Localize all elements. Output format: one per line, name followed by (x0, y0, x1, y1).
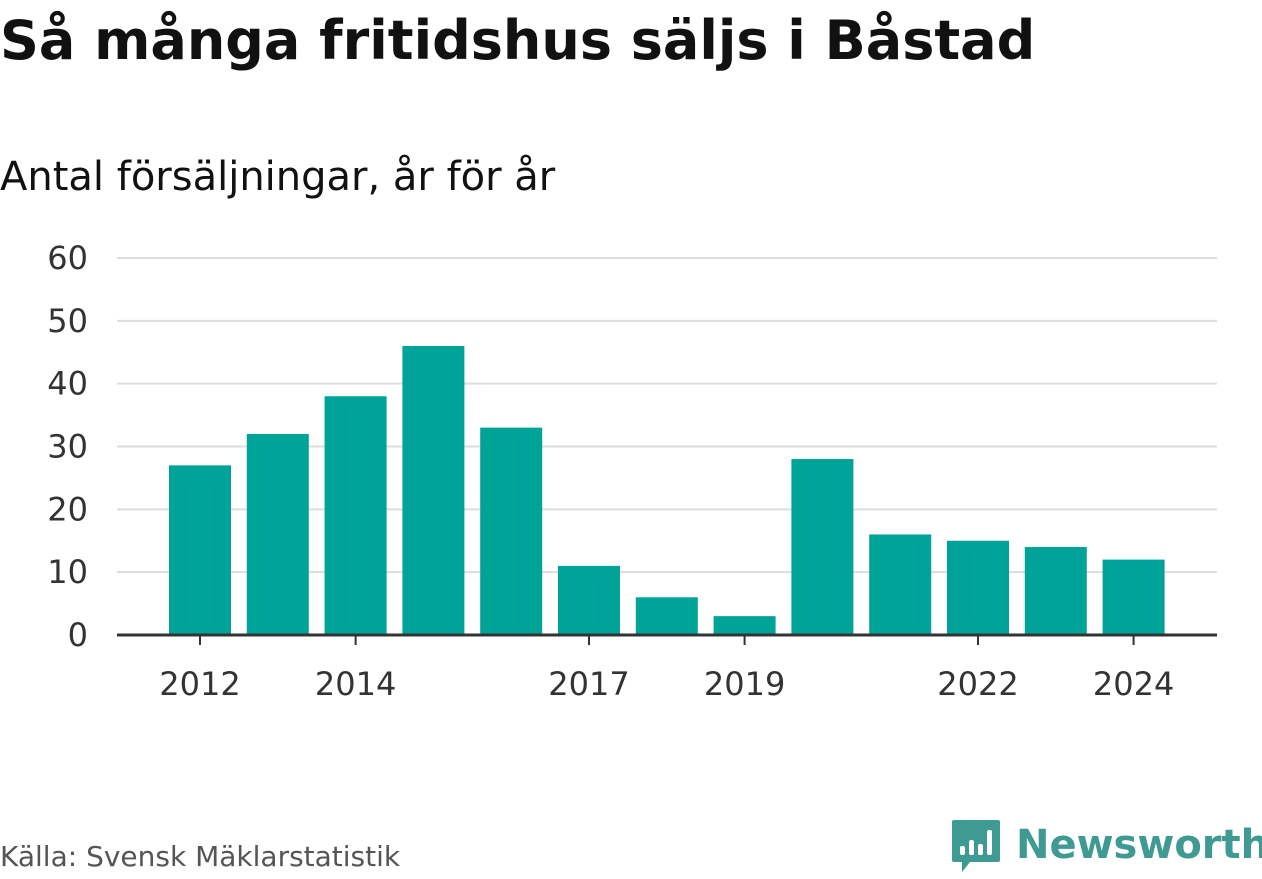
y-axis-tick-labels: 0 10 20 30 40 50 60 (47, 239, 88, 654)
y-tick-label: 30 (47, 428, 88, 466)
bar-2016 (480, 427, 543, 635)
x-tick-label: 2017 (548, 665, 629, 703)
x-tick-label: 2014 (315, 665, 396, 703)
bar-2019 (713, 616, 776, 635)
source-note: Källa: Svensk Mäklarstatistik (0, 840, 401, 873)
newsworthy-logo-icon (952, 820, 1000, 872)
bar-2014 (324, 396, 387, 635)
bar-2024 (1102, 559, 1165, 635)
bar-2018 (635, 597, 698, 635)
y-tick-label: 60 (47, 239, 88, 277)
brand-name: Newsworthy (1016, 822, 1262, 868)
y-tick-label: 10 (47, 553, 88, 591)
bar-2017 (558, 565, 620, 635)
y-tick-label: 0 (68, 616, 88, 654)
bar-2015 (402, 345, 465, 635)
x-axis-tick-labels: 2012 2014 2017 2019 2022 2024 (159, 665, 1174, 703)
x-tick-label: 2022 (937, 665, 1018, 703)
x-tick-label: 2012 (159, 665, 240, 703)
y-tick-label: 50 (47, 302, 88, 340)
y-tick-label: 20 (47, 490, 88, 528)
chart-subtitle: Antal försäljningar, år för år (0, 154, 556, 200)
brand-logo[interactable]: Newsworthy (950, 816, 1262, 874)
bar-2022 (947, 540, 1009, 635)
bar-2023 (1024, 547, 1087, 635)
x-tick-label: 2024 (1093, 665, 1174, 703)
bar-2013 (246, 433, 309, 635)
x-tick-label: 2019 (704, 665, 785, 703)
bar-2012 (169, 465, 231, 635)
chart-title: Så många fritidshus säljs i Båstad (0, 9, 1036, 72)
x-axis (117, 633, 1217, 645)
bars (169, 345, 1165, 635)
y-tick-label: 40 (47, 365, 88, 403)
bar-2021 (869, 534, 932, 635)
bar-2020 (791, 459, 854, 635)
